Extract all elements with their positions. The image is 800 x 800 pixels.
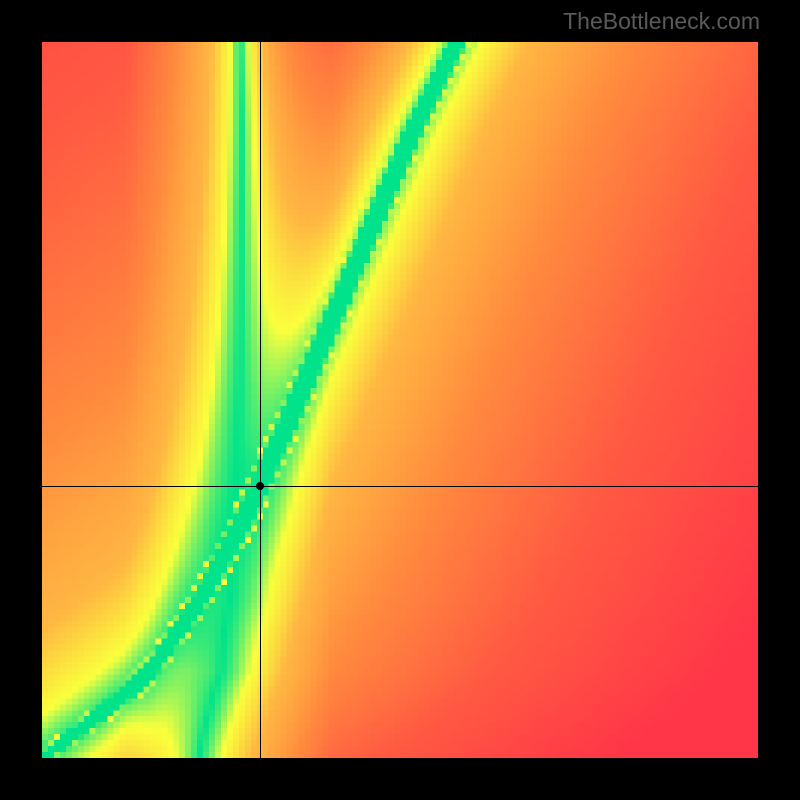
heatmap-plot	[42, 42, 758, 758]
heatmap-canvas	[42, 42, 758, 758]
crosshair-vertical	[260, 42, 261, 758]
crosshair-horizontal	[42, 486, 758, 487]
watermark-text: TheBottleneck.com	[563, 8, 760, 35]
crosshair-marker	[256, 482, 264, 490]
